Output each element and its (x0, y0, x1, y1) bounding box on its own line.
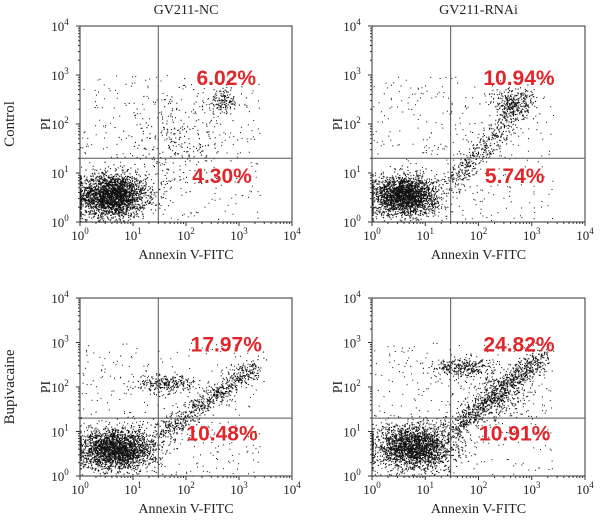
event-dot-cloud (372, 76, 554, 223)
y-tick-label: 100 (343, 213, 361, 230)
y-tick-label: 102 (343, 115, 361, 132)
x-tick-label: 102 (470, 226, 488, 243)
x-tick-label: 101 (417, 480, 435, 497)
y-tick-label: 103 (51, 66, 69, 83)
row-label: Control (2, 101, 18, 147)
y-axis-label: PI (331, 380, 346, 393)
y-tick-label: 100 (51, 467, 69, 484)
lower-right-percentage: 10.48% (186, 422, 258, 445)
upper-right-percentage: 17.97% (191, 333, 263, 356)
x-tick-label: 104 (283, 226, 301, 243)
x-axis-label: Annexin V-FITC (138, 502, 233, 517)
y-tick-label: 102 (343, 378, 361, 395)
y-tick-label: 103 (343, 66, 361, 83)
x-tick-label: 101 (124, 480, 142, 497)
event-dots (372, 76, 554, 223)
y-tick-label: 101 (343, 423, 361, 440)
scatter-panel-4: 100 101 102 103 104 100 101 102 103 104 Annexin V-… (331, 289, 594, 517)
column-title: GV211-RNAi (439, 3, 518, 18)
upper-right-percentage: 10.94% (483, 67, 555, 90)
x-axis-label: Annexin V-FITC (138, 248, 233, 263)
x-tick-label: 100 (363, 226, 381, 243)
scatter-panel-3: 100 101 102 103 104 100 101 102 103 104 Annexin V-… (2, 289, 301, 517)
event-dots (372, 342, 555, 477)
x-tick-label: 102 (470, 480, 488, 497)
x-tick-label: 103 (230, 226, 248, 243)
scatter-panel-1: 100 101 102 103 104 100 101 102 103 104 Annexin V-… (2, 3, 301, 263)
y-axis-label: PI (39, 117, 54, 130)
x-tick-label: 104 (576, 480, 594, 497)
event-dot-cloud (80, 75, 261, 223)
x-tick-label: 103 (523, 226, 541, 243)
x-axis-label: Annexin V-FITC (431, 248, 526, 263)
x-tick-label: 103 (523, 480, 541, 497)
upper-right-percentage: 24.82% (483, 333, 555, 356)
event-dots (80, 75, 261, 223)
y-tick-label: 104 (51, 289, 69, 306)
y-tick-label: 101 (51, 164, 69, 181)
lower-right-percentage: 10.91% (479, 422, 551, 445)
y-tick-label: 101 (51, 423, 69, 440)
y-tick-label: 103 (343, 334, 361, 351)
column-title: GV211-NC (154, 3, 219, 18)
y-axis-label: PI (39, 380, 54, 393)
x-tick-label: 100 (71, 480, 89, 497)
upper-right-percentage: 6.02% (197, 67, 257, 90)
y-axis-label: PI (331, 117, 346, 130)
plot-frame (371, 297, 586, 477)
x-tick-label: 102 (177, 226, 195, 243)
y-tick-label: 100 (51, 213, 69, 230)
y-tick-label: 104 (51, 17, 69, 34)
x-tick-label: 101 (417, 226, 435, 243)
event-dot-cloud (372, 342, 555, 477)
x-tick-label: 104 (576, 226, 594, 243)
y-tick-label: 104 (343, 17, 361, 34)
y-tick-label: 102 (51, 115, 69, 132)
y-tick-label: 104 (343, 289, 361, 306)
x-axis-label: Annexin V-FITC (431, 502, 526, 517)
y-tick-label: 102 (51, 378, 69, 395)
event-dots (80, 342, 268, 477)
x-tick-label: 103 (230, 480, 248, 497)
y-tick-label: 101 (343, 164, 361, 181)
y-tick-label: 103 (51, 334, 69, 351)
x-tick-label: 102 (177, 480, 195, 497)
x-tick-label: 101 (124, 226, 142, 243)
lower-right-percentage: 5.74% (485, 165, 545, 188)
scatter-panel-2: 100 101 102 103 104 100 101 102 103 104 Annexin V-… (331, 3, 594, 263)
lower-right-percentage: 4.30% (192, 165, 252, 188)
x-tick-label: 100 (363, 480, 381, 497)
x-tick-label: 104 (283, 480, 301, 497)
row-label: Bupivacaine (2, 349, 18, 424)
event-dot-cloud (80, 342, 268, 477)
y-tick-label: 100 (343, 467, 361, 484)
x-tick-label: 100 (71, 226, 89, 243)
